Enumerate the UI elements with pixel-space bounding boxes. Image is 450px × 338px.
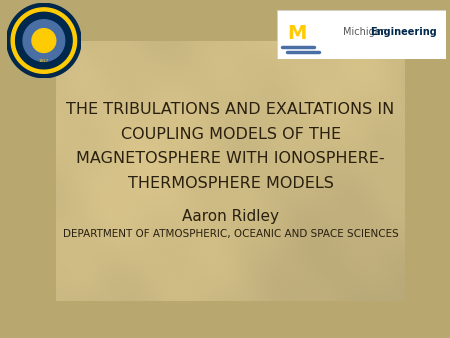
Text: MAGNETOSPHERE WITH IONOSPHERE-: MAGNETOSPHERE WITH IONOSPHERE- xyxy=(76,151,385,167)
Text: M: M xyxy=(287,24,307,43)
Polygon shape xyxy=(16,12,72,69)
Text: Aaron Ridley: Aaron Ridley xyxy=(182,209,279,224)
Polygon shape xyxy=(32,29,56,52)
Polygon shape xyxy=(11,8,77,73)
Text: Engineering: Engineering xyxy=(370,27,436,37)
Polygon shape xyxy=(7,3,81,78)
Text: 1817: 1817 xyxy=(39,59,49,64)
Text: THE TRIBULATIONS AND EXALTATIONS IN: THE TRIBULATIONS AND EXALTATIONS IN xyxy=(67,102,395,117)
Text: Michigan: Michigan xyxy=(342,27,387,37)
Polygon shape xyxy=(23,20,65,62)
Text: DEPARTMENT OF ATMOSPHERIC, OCEANIC AND SPACE SCIENCES: DEPARTMENT OF ATMOSPHERIC, OCEANIC AND S… xyxy=(63,230,399,239)
Text: COUPLING MODELS OF THE: COUPLING MODELS OF THE xyxy=(121,127,341,142)
Text: THERMOSPHERE MODELS: THERMOSPHERE MODELS xyxy=(128,176,333,191)
